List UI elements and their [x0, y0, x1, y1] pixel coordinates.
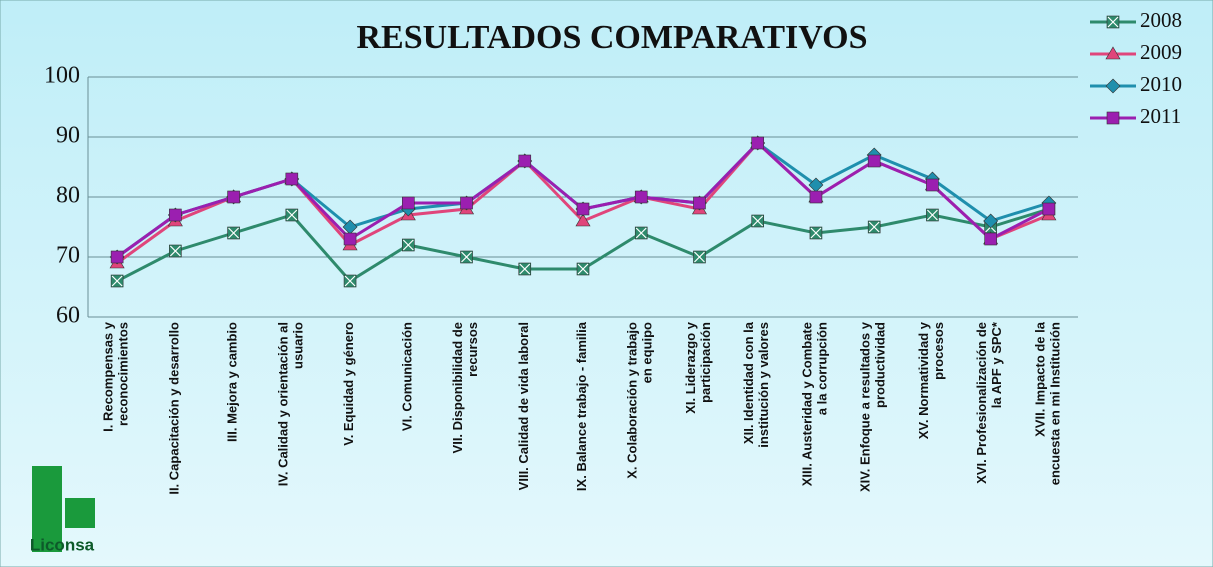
- x-tick-label: XV. Normatividad yprocesos: [916, 321, 946, 439]
- x-tick-label: V. Equidad y género: [341, 322, 356, 446]
- marker-cross: [461, 251, 472, 263]
- legend-label: 2011: [1140, 104, 1181, 128]
- marker: [518, 154, 532, 168]
- series: [110, 136, 1056, 264]
- marker: [575, 213, 591, 227]
- marker-cross: [577, 263, 589, 275]
- marker-cross: [926, 209, 938, 221]
- marker: [1042, 202, 1056, 216]
- marker-cross: [111, 275, 123, 287]
- marker-cross: [286, 209, 298, 221]
- y-tick-label: 80: [56, 183, 80, 209]
- x-tick-label: X. Colaboración y trabajoen equipo: [625, 322, 655, 479]
- marker-cross: [344, 275, 356, 287]
- marker-cross: [169, 245, 181, 257]
- chart-title: RESULTADOS COMPARATIVOS: [357, 19, 868, 56]
- marker: [285, 172, 299, 186]
- marker: [926, 178, 939, 192]
- x-tick-label: III. Mejora y cambio: [225, 322, 240, 442]
- marker: [867, 154, 881, 168]
- marker: [751, 136, 765, 150]
- marker-cross: [752, 215, 764, 227]
- logo-block: [65, 498, 95, 528]
- marker-cross: [810, 227, 822, 239]
- x-tick-label: II. Capacitación y desarrollo: [167, 322, 182, 495]
- x-tick-label: XVII. Impacto de laencuesta en mi Instit…: [1033, 321, 1063, 485]
- marker: [343, 232, 357, 246]
- y-tick-label: 70: [56, 243, 80, 269]
- logo-text: Liconsa: [30, 535, 95, 554]
- marker: [984, 232, 997, 246]
- x-tick-label: VIII. Calidad de vida laboral: [516, 322, 531, 490]
- y-tick-label: 90: [56, 123, 80, 149]
- marker: [401, 196, 415, 210]
- marker: [227, 190, 240, 204]
- marker: [983, 213, 999, 229]
- x-tick-label: IX. Balance trabajo - familia: [574, 321, 589, 491]
- marker: [576, 202, 590, 216]
- marker: [809, 190, 823, 204]
- x-tick-label: VII. Disponibilidad derecursos: [450, 322, 480, 453]
- legend-label: 2009: [1140, 40, 1182, 64]
- y-tick-label: 100: [44, 63, 80, 89]
- marker-cross: [868, 221, 880, 233]
- marker-cross: [228, 227, 240, 239]
- marker: [693, 196, 706, 210]
- marker: [460, 196, 473, 210]
- marker-cross: [519, 263, 531, 275]
- y-tick-label: 60: [56, 303, 80, 329]
- marker-cross: [402, 239, 414, 251]
- x-tick-label: IV. Calidad y orientación alusuario: [276, 322, 306, 486]
- marker: [1105, 46, 1121, 60]
- x-tick-label: VI. Comunicación: [400, 322, 415, 431]
- legend-label: 2010: [1140, 72, 1182, 96]
- x-tick-label: XVI. Profesionalización dela APF y SPC*: [975, 321, 1005, 484]
- x-tick-label: XII. Identidad con lainstitución y valor…: [742, 321, 772, 447]
- marker-cross: [635, 227, 647, 239]
- legend-label: 2008: [1140, 8, 1182, 32]
- marker: [1106, 111, 1120, 125]
- marker: [1105, 78, 1121, 94]
- marker: [169, 208, 182, 222]
- x-tick-label: XIII. Austeridad y Combatea la corrupció…: [800, 322, 830, 486]
- marker-cross: [694, 251, 705, 263]
- marker: [634, 190, 648, 204]
- marker: [110, 250, 124, 264]
- x-tick-label: I. Recompensas yreconocimientos: [101, 321, 131, 432]
- x-tick-label: XIV. Enfoque a resultados yproductividad: [858, 321, 888, 492]
- marker-cross: [1107, 16, 1119, 28]
- x-tick-label: XI. Liderazgo yparticipación: [683, 321, 713, 414]
- logo-block: [32, 466, 62, 552]
